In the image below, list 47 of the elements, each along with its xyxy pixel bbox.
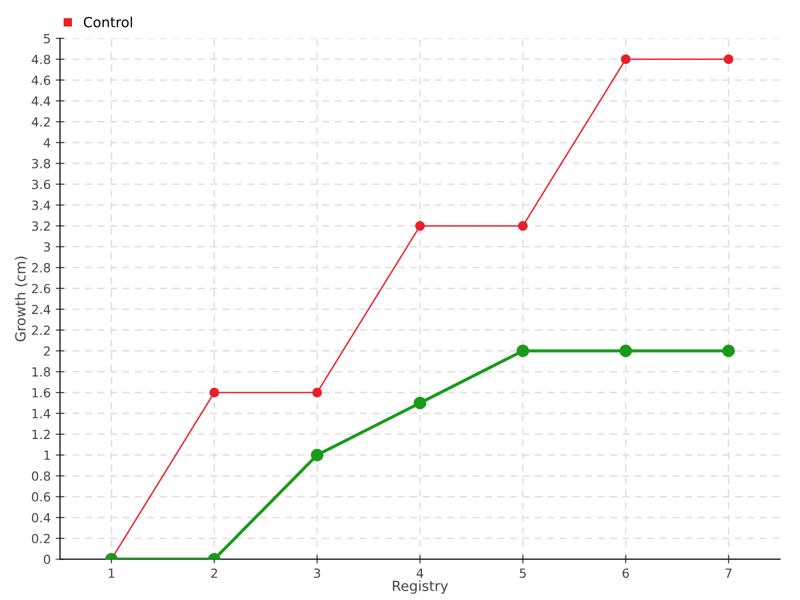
y-tick-label: 1.8 (32, 367, 50, 377)
y-tick-label: 0.6 (32, 492, 50, 502)
y-tick-label: 2.4 (32, 304, 50, 314)
y-tick-label: 2.2 (32, 326, 50, 335)
y-tick-label: 0 (44, 554, 50, 564)
y-tick-label: 4.8 (32, 54, 50, 64)
y-tick-label: 0.2 (32, 534, 50, 544)
y-tick-label: 1.6 (32, 388, 50, 398)
point (209, 388, 220, 398)
x-axis-title: Registry (392, 580, 448, 594)
x-tick-label: 3 (314, 568, 320, 578)
y-tick-label: 0.4 (32, 513, 50, 522)
y-tick-label: 2 (44, 346, 50, 356)
y-tick-label: 4.6 (32, 76, 50, 85)
point (414, 396, 426, 410)
x-tick-label: 6 (622, 568, 629, 578)
y-tick-label: 1 (44, 450, 50, 460)
y-tick-label: 3.4 (32, 200, 50, 210)
point (722, 344, 735, 358)
point (518, 221, 528, 231)
x-tick-label: 1 (108, 568, 114, 578)
y-tick-label: 3.2 (32, 221, 50, 231)
y-tick-label: 3.6 (32, 180, 50, 190)
y-tick-label: 1.2 (32, 430, 50, 439)
point (619, 344, 632, 358)
point (724, 54, 734, 64)
x-tick-label: 4 (416, 568, 424, 578)
y-tick-label: 4.2 (32, 117, 50, 126)
y-tick-label: 2.6 (32, 284, 50, 294)
y-axis-title: Growth (cm) (14, 256, 28, 342)
x-tick-label: 5 (520, 568, 526, 578)
y-tick-label: 3.8 (32, 158, 50, 168)
y-tick-label: 0.8 (32, 471, 50, 481)
point (516, 344, 530, 358)
y-tick-label: 4 (44, 138, 50, 148)
x-tick-label: 7 (726, 568, 732, 578)
point (620, 54, 631, 64)
y-tick-label: 4.4 (32, 96, 50, 106)
point (312, 388, 322, 398)
x-tick-label: 2 (211, 568, 218, 578)
y-tick-label: 2.8 (32, 263, 50, 272)
y-tick-label: 3 (44, 242, 50, 252)
point (415, 221, 425, 231)
y-tick-label: 5 (44, 34, 50, 44)
point (310, 448, 324, 462)
y-tick-label: 1.4 (32, 409, 50, 418)
legend-label: Control (84, 16, 132, 28)
